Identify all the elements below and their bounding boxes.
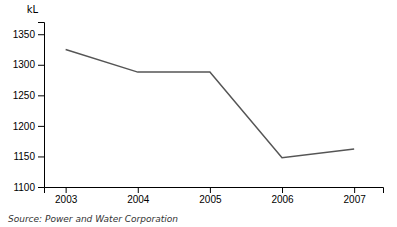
x-tick-label: 2003 xyxy=(55,194,78,205)
x-tick-mark xyxy=(354,187,355,193)
x-tick-label: 2006 xyxy=(271,194,294,205)
x-tick: 2005 xyxy=(199,187,222,205)
y-tick: 1250 xyxy=(13,90,44,101)
x-axis: 2003 2004 2005 2006 2007 xyxy=(45,187,384,205)
y-axis-label: kL xyxy=(27,4,39,15)
y-tick: 1350 xyxy=(13,29,44,40)
y-tick: 1200 xyxy=(13,121,44,132)
y-axis: 1100 1150 1200 1250 1300 1350 xyxy=(13,23,45,193)
x-tick-mark xyxy=(138,187,139,193)
chart-container: 2003 2004 2005 2006 2007 1100 1150 1200 1250 1300… xyxy=(0,0,397,227)
x-tick: 2003 xyxy=(55,187,78,205)
x-tick-label: 2005 xyxy=(199,194,222,205)
y-tick-mark xyxy=(38,187,44,188)
y-tick: 1100 xyxy=(13,182,44,193)
y-tick: 1300 xyxy=(13,59,44,70)
x-tick-mark xyxy=(210,187,211,193)
x-tick-mark xyxy=(66,187,67,193)
y-tick-mark xyxy=(38,65,44,66)
plot-area: 2003 2004 2005 2006 2007 1100 1150 1200 1250 1300… xyxy=(13,23,384,206)
y-tick-label: 1350 xyxy=(13,29,36,40)
line xyxy=(66,50,355,158)
chart: 2003 2004 2005 2006 2007 1100 1150 1200 1250 1300… xyxy=(0,0,397,227)
y-axis-line xyxy=(38,23,45,188)
y-tick-label: 1250 xyxy=(13,90,36,101)
x-tick-mark xyxy=(282,187,283,193)
x-tick-label: 2004 xyxy=(127,194,150,205)
y-tick-mark xyxy=(38,95,44,96)
x-tick: 2004 xyxy=(127,187,150,205)
y-tick-mark xyxy=(38,34,44,35)
y-tick-mark xyxy=(38,126,44,127)
x-tick: 2006 xyxy=(271,187,294,205)
y-tick-label: 1100 xyxy=(13,182,35,193)
x-axis-line xyxy=(45,188,384,194)
x-tick-label: 2007 xyxy=(344,194,367,205)
y-tick-label: 1300 xyxy=(13,59,36,70)
x-tick: 2007 xyxy=(344,187,367,205)
marks xyxy=(66,50,355,158)
y-tick-mark xyxy=(38,156,44,157)
y-tick-label: 1200 xyxy=(13,121,36,132)
y-tick-label: 1150 xyxy=(13,151,35,162)
y-tick: 1150 xyxy=(13,151,44,162)
source-note: Source: Power and Water Corporation xyxy=(8,214,178,224)
